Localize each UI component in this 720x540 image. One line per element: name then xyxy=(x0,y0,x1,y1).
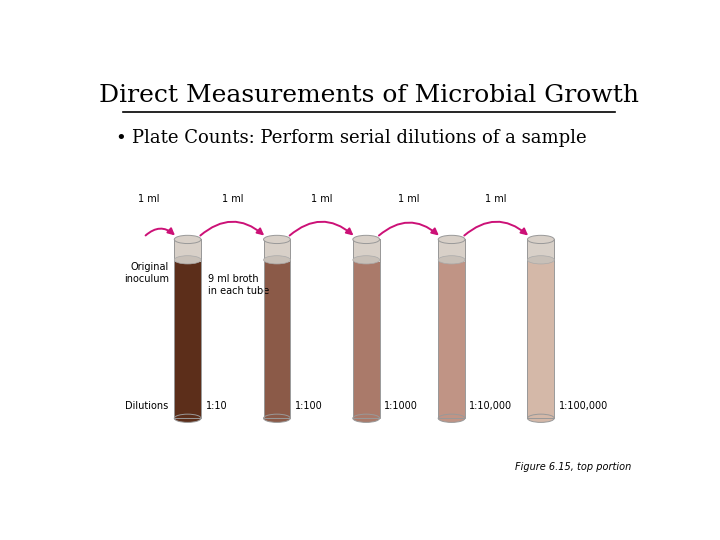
Text: 1:100: 1:100 xyxy=(294,401,323,411)
Bar xyxy=(264,239,290,418)
Ellipse shape xyxy=(264,235,290,244)
Ellipse shape xyxy=(264,414,290,422)
Ellipse shape xyxy=(264,256,290,264)
Ellipse shape xyxy=(174,414,201,422)
Bar xyxy=(353,239,379,418)
Bar xyxy=(438,262,465,418)
Text: Dilutions: Dilutions xyxy=(125,401,168,411)
Bar xyxy=(528,262,554,418)
Bar xyxy=(264,262,290,418)
Ellipse shape xyxy=(174,235,201,244)
Ellipse shape xyxy=(353,235,379,244)
Bar xyxy=(438,239,465,262)
Ellipse shape xyxy=(528,235,554,244)
Ellipse shape xyxy=(528,256,554,264)
Ellipse shape xyxy=(438,235,465,244)
Text: 1:10: 1:10 xyxy=(205,401,227,411)
Text: Figure 6.15, top portion: Figure 6.15, top portion xyxy=(515,462,631,472)
Bar xyxy=(174,239,201,418)
Text: 1 ml: 1 ml xyxy=(485,194,507,204)
Text: 1:10,000: 1:10,000 xyxy=(469,401,513,411)
Ellipse shape xyxy=(353,414,379,422)
Text: 1 ml: 1 ml xyxy=(138,194,160,204)
Bar xyxy=(174,262,201,418)
Bar xyxy=(174,239,201,262)
Text: Plate Counts: Perform serial dilutions of a sample: Plate Counts: Perform serial dilutions o… xyxy=(132,129,587,147)
Ellipse shape xyxy=(174,256,201,264)
Text: 1 ml: 1 ml xyxy=(398,194,420,204)
Bar xyxy=(353,239,379,262)
Bar xyxy=(438,239,465,418)
Text: Direct Measurements of Microbial Growth: Direct Measurements of Microbial Growth xyxy=(99,84,639,106)
Text: Original
inoculum: Original inoculum xyxy=(124,262,168,284)
Ellipse shape xyxy=(528,414,554,422)
Text: 1:100,000: 1:100,000 xyxy=(559,401,608,411)
Bar xyxy=(353,262,379,418)
Ellipse shape xyxy=(438,414,465,422)
Ellipse shape xyxy=(353,256,379,264)
Bar xyxy=(528,239,554,262)
Bar xyxy=(528,239,554,418)
Text: 1 ml: 1 ml xyxy=(222,194,243,204)
Ellipse shape xyxy=(438,256,465,264)
Text: 1:1000: 1:1000 xyxy=(384,401,418,411)
Text: •: • xyxy=(115,129,126,147)
Text: 1 ml: 1 ml xyxy=(311,194,333,204)
Bar xyxy=(264,239,290,262)
Text: 9 ml broth
in each tube: 9 ml broth in each tube xyxy=(208,274,269,296)
